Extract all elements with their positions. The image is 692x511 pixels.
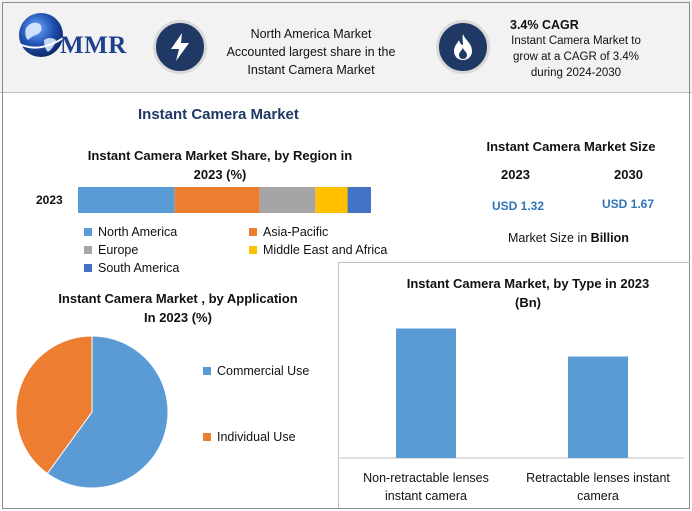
legend-item-middle-east: Middle East and Africa [249, 243, 387, 257]
legend-swatch [203, 367, 211, 375]
cagr-title: 3.4% CAGR [510, 18, 579, 32]
legend-swatch [84, 246, 92, 254]
highlight-1-line: Instant Camera Market [247, 63, 375, 77]
panel-divider [338, 262, 690, 263]
legend-label: South America [98, 261, 180, 275]
highlight-2-line: during 2024-2030 [530, 67, 622, 79]
region-bar-category: 2023 [36, 193, 63, 207]
highlight-1-line: Accounted largest share in the [226, 45, 396, 59]
legend-swatch [203, 433, 211, 441]
type-chart-title-line: (Bn) [515, 295, 541, 310]
region-bar-segment [347, 187, 371, 213]
highlight-2-line: grow at a CAGR of 3.4% [513, 51, 639, 63]
pie-slice [15, 335, 93, 475]
application-pie-chart [15, 335, 169, 489]
region-chart-title-line: Instant Camera Market Share, by Region i… [87, 148, 353, 163]
header-banner [0, 0, 692, 92]
type-chart-title-line: Instant Camera Market, by Type in 2023 [406, 276, 650, 291]
flame-icon [454, 34, 472, 60]
pie-slice [46, 335, 169, 489]
type-bar [396, 328, 456, 458]
type-category-label: Non-retractable lenses [363, 471, 489, 485]
application-chart-title-line: Instant Camera Market , by Application [58, 291, 298, 306]
panel-divider [338, 262, 339, 508]
highlight-1-line: North America Market [250, 27, 372, 41]
market-size-year-2030: 2030 [614, 167, 643, 182]
market-size-note: Market Size in Billion [508, 231, 629, 245]
region-bar-segment [174, 187, 260, 213]
market-size-note-prefix: Market Size in [508, 231, 591, 245]
legend-label: Europe [98, 243, 139, 257]
legend-swatch [84, 264, 92, 272]
market-size-value-2030: USD 1.67 [602, 197, 655, 211]
legend-label: Asia-Pacific [263, 225, 329, 239]
region-bar-segment [78, 187, 175, 213]
legend-swatch [84, 228, 92, 236]
legend-label: Middle East and Africa [263, 243, 388, 257]
legend-item-north-america: North America [84, 225, 177, 239]
main-title: Instant Camera Market [138, 106, 299, 123]
type-category-label: camera [577, 489, 619, 503]
legend-item-europe: Europe [84, 243, 138, 257]
legend-label: Individual Use [217, 430, 296, 444]
legend-swatch [249, 228, 257, 236]
market-size-note-unit: Billion [590, 231, 629, 245]
highlight-2-text: 3.4% CAGR Instant Camera Market to grow … [500, 17, 652, 81]
application-chart-title: Instant Camera Market , by Application I… [28, 289, 328, 327]
market-size-year-2023: 2023 [501, 167, 530, 182]
market-size-value-2023: USD 1.32 [492, 199, 545, 213]
type-bar-chart: Non-retractable lenses instant camera Retr… [340, 328, 684, 503]
region-bar-segment [259, 187, 316, 213]
highlight-1-badge [153, 20, 207, 74]
type-category-label: Retractable lenses instant [526, 471, 670, 485]
region-bar-segment [315, 187, 348, 213]
region-chart-title: Instant Camera Market Share, by Region i… [70, 146, 370, 184]
legend-swatch [249, 246, 257, 254]
highlight-1-text: North America Market Accounted largest s… [216, 25, 406, 79]
legend-label: North America [98, 225, 178, 239]
logo-text: MMR [60, 32, 127, 59]
type-category-label: instant camera [385, 489, 467, 503]
application-chart-title-line: In 2023 (%) [144, 310, 212, 325]
highlight-2-line: Instant Camera Market to [511, 35, 641, 47]
legend-label: Commercial Use [217, 364, 310, 378]
legend-item-commercial: Commercial Use [203, 364, 309, 378]
market-size-title: Instant Camera Market Size [486, 139, 656, 154]
type-chart-title: Instant Camera Market, by Type in 2023 (… [378, 274, 678, 312]
region-stacked-bar [78, 187, 371, 213]
highlight-2-badge [436, 20, 490, 74]
legend-item-individual: Individual Use [203, 430, 296, 444]
type-bar [568, 356, 628, 458]
globe-logo-icon [18, 13, 67, 57]
legend-item-south-america: South America [84, 261, 179, 275]
header-divider [0, 92, 692, 93]
legend-item-asia-pacific: Asia-Pacific [249, 225, 328, 239]
region-chart-title-line: 2023 (%) [193, 167, 247, 182]
lightning-bolt-icon [171, 33, 189, 61]
